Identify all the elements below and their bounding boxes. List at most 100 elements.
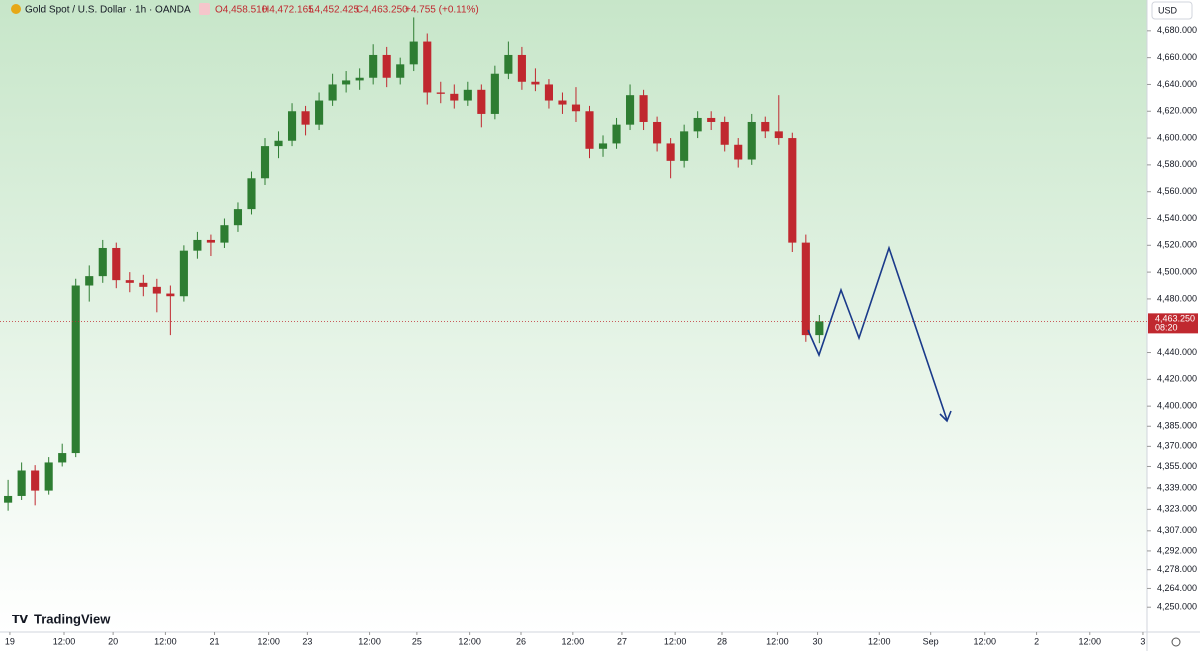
x-tick-label: 12:00 xyxy=(1078,636,1101,646)
x-tick-label: 12:00 xyxy=(868,636,891,646)
y-tick-label: 4,278.000 xyxy=(1157,564,1197,574)
candle-body xyxy=(585,111,594,149)
candle-body xyxy=(612,124,621,144)
symbol-title[interactable]: Gold Spot / U.S. Dollar · 1h · OANDA xyxy=(25,5,191,16)
candle-body xyxy=(112,247,121,281)
x-tick-label: 12:00 xyxy=(154,636,177,646)
candle-body xyxy=(98,247,107,277)
x-tick-label: 28 xyxy=(717,636,727,646)
candle-body xyxy=(517,54,526,82)
candle-body xyxy=(85,276,94,286)
candle-body xyxy=(315,100,324,125)
candle-body xyxy=(260,146,270,179)
candle-body xyxy=(44,462,53,491)
x-tick-label: 12:00 xyxy=(257,636,280,646)
y-tick-label: 4,540.000 xyxy=(1157,213,1197,223)
x-tick-label: 12:00 xyxy=(562,636,585,646)
y-tick-label: 4,355.000 xyxy=(1157,461,1197,471)
candle-body xyxy=(626,95,635,125)
candle-body xyxy=(734,144,743,160)
candle-body xyxy=(707,117,716,122)
candle-body xyxy=(301,111,310,125)
settings-icon[interactable] xyxy=(1171,637,1181,647)
x-tick-label: 12:00 xyxy=(664,636,687,646)
candle-body xyxy=(774,131,783,139)
change-value: +4.755 (+0.11%) xyxy=(405,5,479,16)
y-tick-label: 4,420.000 xyxy=(1157,374,1197,384)
candle-body xyxy=(152,286,161,294)
candle-body xyxy=(355,77,364,81)
y-tick-label: 4,307.000 xyxy=(1157,525,1197,535)
candle-body xyxy=(653,121,662,144)
x-tick-label: 12:00 xyxy=(458,636,481,646)
candle-body xyxy=(369,54,378,78)
x-tick-label: 21 xyxy=(210,636,220,646)
candle-body xyxy=(531,81,540,85)
close-value: C4,463.250 xyxy=(356,5,408,16)
y-tick-label: 4,580.000 xyxy=(1157,159,1197,169)
projection-path xyxy=(807,245,948,421)
currency-button[interactable] xyxy=(1151,1,1193,20)
plot-background xyxy=(0,0,1147,632)
currency-label[interactable]: USD xyxy=(1158,5,1178,15)
candle-body xyxy=(233,209,243,226)
candle-body xyxy=(571,104,581,112)
candle-body xyxy=(693,117,702,132)
candle-body xyxy=(139,282,148,287)
candle-body xyxy=(504,54,513,74)
candle-body xyxy=(396,64,405,78)
candle-body xyxy=(409,41,418,65)
candle-body xyxy=(287,111,297,141)
y-tick-label: 4,560.000 xyxy=(1157,186,1197,196)
projection-arrowhead xyxy=(939,410,952,423)
y-tick-label: 4,292.000 xyxy=(1157,545,1197,555)
price-badge xyxy=(1148,313,1198,334)
currency-icon xyxy=(199,3,210,15)
candle-body xyxy=(4,495,13,503)
candle-body xyxy=(558,100,567,105)
candle-body xyxy=(747,121,756,160)
y-tick-label: 4,370.000 xyxy=(1157,441,1197,451)
candle-body xyxy=(166,293,175,297)
x-tick-label: 23 xyxy=(302,636,312,646)
brand[interactable]: TradingView xyxy=(34,611,111,626)
x-tick-label: 12:00 xyxy=(973,636,996,646)
candle-body xyxy=(125,280,134,283)
y-tick-label: 4,400.000 xyxy=(1157,401,1197,411)
candle-body xyxy=(423,41,432,93)
symbol-icon xyxy=(11,4,21,14)
x-tick-label: 3 xyxy=(1140,636,1145,646)
y-tick-label: 4,520.000 xyxy=(1157,240,1197,250)
x-tick-label: 19 xyxy=(5,636,15,646)
x-tick-label: 12:00 xyxy=(358,636,381,646)
y-tick-label: 4,480.000 xyxy=(1157,293,1197,303)
y-tick-label: 4,250.000 xyxy=(1157,602,1197,612)
candle-body xyxy=(761,121,770,132)
candle-body xyxy=(598,143,608,149)
candle-body xyxy=(801,242,810,336)
candle-body xyxy=(680,131,689,161)
candle-body xyxy=(463,89,472,101)
candle-body xyxy=(382,54,391,78)
candle-body xyxy=(31,470,40,491)
x-tick-label: Sep xyxy=(923,636,939,646)
y-tick-label: 4,660.000 xyxy=(1157,52,1197,62)
x-tick-label: 20 xyxy=(108,636,118,646)
y-tick-label: 4,500.000 xyxy=(1157,266,1197,276)
candle-body xyxy=(328,84,337,101)
y-tick-label: 4,640.000 xyxy=(1157,79,1197,89)
x-tick-label: 27 xyxy=(617,636,627,646)
x-tick-label: 12:00 xyxy=(53,636,76,646)
y-tick-label: 4,620.000 xyxy=(1157,106,1197,116)
countdown: 08:20 xyxy=(1155,323,1178,333)
x-tick-label: 2 xyxy=(1034,636,1039,646)
y-tick-label: 4,264.000 xyxy=(1157,583,1197,593)
x-tick-label: 12:00 xyxy=(766,636,789,646)
candle-body xyxy=(490,73,499,114)
candle-body xyxy=(220,225,229,243)
y-tick-label: 4,385.000 xyxy=(1157,421,1197,431)
x-tick-label: 25 xyxy=(412,636,422,646)
y-tick-label: 4,440.000 xyxy=(1157,347,1197,357)
y-tick-label: 4,339.000 xyxy=(1157,482,1197,492)
